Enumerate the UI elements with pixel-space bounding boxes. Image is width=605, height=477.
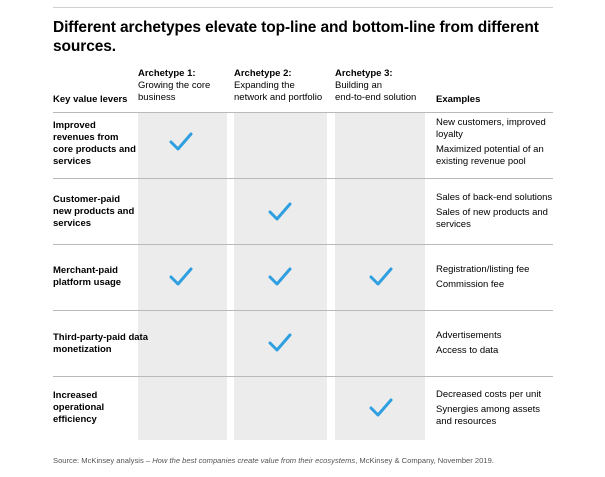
archetype-3-header: Archetype 3: Building an end-to-end solu… — [335, 68, 416, 104]
table-row: Merchant-paid platform usage Registratio… — [53, 244, 553, 310]
example-item: New customers, improved loyalty — [436, 117, 546, 140]
source-prefix: Source: McKinsey analysis – — [53, 456, 153, 465]
archetype-3-name: Archetype 3: — [335, 68, 393, 79]
archetype-1-desc-line1: Growing the core — [138, 80, 211, 91]
check-icon — [268, 267, 292, 286]
example-item: Sales of new products and services — [436, 207, 548, 230]
check-icon — [369, 267, 393, 286]
examples-cell: Sales of back-end solutions Sales of new… — [436, 192, 556, 234]
example-item: Sales of back-end solutions — [436, 192, 553, 203]
example-item: Access to data — [436, 345, 499, 356]
table-row: Improved revenues from core products and… — [53, 112, 553, 178]
examples-cell: Registration/listing fee Commission fee — [436, 264, 556, 294]
archetype-1-name: Archetype 1: — [138, 68, 196, 79]
archetype-3-desc-line1: Building an — [335, 80, 383, 91]
examples-cell: New customers, improved loyalty Maximize… — [436, 117, 556, 171]
lever-label: Customer-paid new products and services — [53, 194, 135, 229]
example-item: Maximized potential of an existing reven… — [436, 144, 544, 167]
archetype-2-desc-line2: network and portfolio — [234, 92, 323, 103]
archetype-3-column — [335, 112, 425, 440]
row-divider — [53, 310, 553, 311]
row-divider — [53, 178, 553, 179]
example-item: Advertisements — [436, 330, 502, 341]
row-divider — [53, 244, 553, 245]
source-suffix: , McKinsey & Company, November 2019. — [355, 456, 494, 465]
check-icon — [268, 202, 292, 221]
archetype-2-column — [234, 112, 327, 440]
archetype-3-desc-line2: end-to-end solution — [335, 92, 417, 103]
row-divider — [53, 376, 553, 377]
examples-cell: Advertisements Access to data — [436, 330, 556, 360]
archetype-1-desc-line2: business — [138, 92, 176, 103]
lever-label: Merchant-paid platform usage — [53, 265, 122, 288]
check-icon — [369, 398, 393, 417]
top-rule — [53, 7, 553, 8]
example-item: Decreased costs per unit — [436, 389, 542, 400]
lever-label: Improved revenues from core products and… — [53, 120, 136, 167]
table-row: Third-party-paid data monetization Adver… — [53, 310, 553, 376]
archetype-2-name: Archetype 2: — [234, 68, 292, 79]
page-title: Different archetypes elevate top-line an… — [53, 19, 539, 55]
lever-label: Increased operational efficiency — [53, 390, 105, 425]
header-rule — [53, 112, 553, 113]
archetype-1-header: Archetype 1: Growing the core business — [138, 68, 210, 104]
examples-cell: Decreased costs per unit Synergies among… — [436, 389, 556, 431]
archetype-1-column — [138, 112, 227, 440]
example-item: Commission fee — [436, 279, 505, 290]
archetype-2-header: Archetype 2: Expanding the network and p… — [234, 68, 322, 104]
example-item: Registration/listing fee — [436, 264, 530, 275]
check-icon — [268, 333, 292, 352]
example-item: Synergies among assets and resources — [436, 404, 541, 427]
lever-label: Third-party-paid data monetization — [53, 332, 149, 355]
table-row: Increased operational efficiency Decreas… — [53, 376, 553, 440]
table-row: Customer-paid new products and services … — [53, 178, 553, 244]
examples-header: Examples — [436, 94, 481, 105]
key-value-levers-header: Key value levers — [53, 94, 128, 105]
archetype-2-desc-line1: Expanding the — [234, 80, 295, 91]
check-icon — [169, 132, 193, 151]
source-note: Source: McKinsey analysis – How the best… — [53, 456, 494, 465]
check-icon — [169, 267, 193, 286]
source-title: How the best companies create value from… — [152, 456, 356, 465]
